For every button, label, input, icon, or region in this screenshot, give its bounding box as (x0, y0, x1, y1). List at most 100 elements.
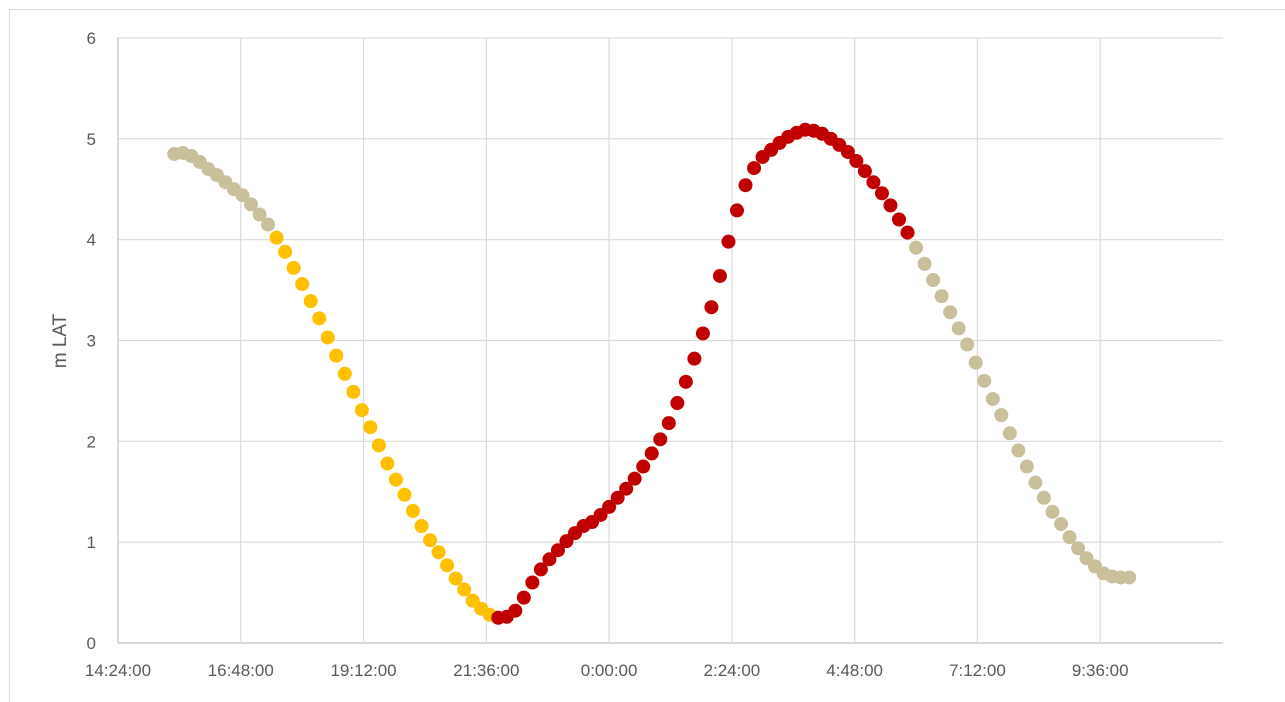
data-point (1028, 475, 1043, 490)
x-tick-label: 19:12:00 (330, 661, 396, 680)
data-point (670, 396, 685, 411)
data-point (866, 175, 881, 190)
data-point (423, 533, 438, 548)
data-point (968, 355, 983, 370)
data-point (1062, 530, 1077, 545)
data-point (397, 487, 412, 502)
data-point (508, 603, 523, 618)
x-tick-label: 9:36:00 (1072, 661, 1129, 680)
data-point (244, 197, 259, 212)
series-2 (269, 230, 497, 622)
y-tick-label: 6 (87, 29, 96, 48)
data-point (917, 256, 932, 271)
data-point (525, 575, 540, 590)
series-3 (491, 122, 915, 625)
data-point (747, 161, 762, 176)
data-point (1002, 426, 1017, 441)
data-points (167, 122, 1137, 625)
data-point (363, 420, 378, 435)
data-point (951, 321, 966, 336)
data-point (636, 459, 651, 474)
data-point (303, 294, 318, 309)
data-point (380, 456, 395, 471)
data-point (371, 438, 386, 453)
data-point (977, 373, 992, 388)
data-point (1011, 443, 1026, 458)
x-tick-label: 21:36:00 (453, 661, 519, 680)
data-point (874, 186, 889, 201)
data-point (295, 277, 310, 292)
data-point (278, 244, 293, 259)
x-tick-label: 4:48:00 (826, 661, 883, 680)
y-tick-label: 2 (87, 432, 96, 451)
data-point (329, 348, 344, 363)
data-point (312, 311, 327, 326)
data-point (695, 326, 710, 341)
data-point (892, 212, 907, 227)
data-point (533, 562, 548, 577)
data-point (388, 472, 403, 487)
data-point (431, 545, 446, 560)
data-point (721, 234, 736, 249)
data-point (602, 499, 617, 514)
data-point (994, 408, 1009, 423)
data-point (1045, 504, 1060, 519)
data-point (900, 225, 915, 240)
data-point (269, 230, 284, 245)
x-tick-labels: 14:24:00 16:48:00 19:12:00 21:36:00 0:00:00 2… (85, 661, 1129, 680)
data-point (1054, 517, 1069, 532)
data-point (235, 188, 250, 203)
data-point (610, 490, 625, 505)
data-point (934, 289, 949, 304)
y-axis-label: m LAT (50, 313, 71, 368)
data-point (943, 305, 958, 320)
data-point (849, 154, 864, 169)
data-point (286, 260, 301, 275)
data-point (337, 366, 352, 381)
data-point (542, 552, 557, 567)
data-point (1019, 459, 1034, 474)
x-tick-label: 16:48:00 (208, 661, 274, 680)
y-tick-label: 3 (87, 332, 96, 351)
y-tick-label: 1 (87, 533, 96, 552)
data-point (406, 503, 421, 518)
data-point (960, 337, 975, 352)
data-point (440, 558, 455, 573)
data-point (1122, 570, 1137, 585)
data-point (414, 519, 429, 534)
data-point (926, 273, 941, 287)
data-point (1036, 490, 1051, 505)
series-4 (909, 240, 1137, 585)
data-point (704, 300, 719, 315)
data-point (857, 164, 872, 179)
data-point (883, 198, 898, 213)
y-tick-label: 0 (87, 634, 96, 653)
data-point (738, 178, 753, 193)
data-point (457, 582, 472, 597)
data-point (550, 543, 565, 558)
x-tick-label: 14:24:00 (85, 661, 151, 680)
data-point (516, 590, 531, 605)
data-point (320, 330, 335, 345)
data-point (448, 571, 463, 586)
data-point (619, 481, 634, 496)
data-point (730, 203, 745, 218)
y-tick-label: 4 (87, 231, 96, 250)
data-point (653, 432, 668, 447)
data-point (661, 416, 676, 431)
chart-area (9, 9, 1285, 702)
x-tick-label: 7:12:00 (949, 661, 1006, 680)
data-point (252, 207, 267, 222)
data-point (346, 384, 361, 399)
x-tick-label: 0:00:00 (581, 661, 638, 680)
data-point (712, 268, 727, 283)
data-point (840, 144, 855, 159)
data-point (687, 351, 702, 366)
series-1 (167, 145, 276, 232)
data-point (644, 446, 659, 461)
data-point (1071, 541, 1086, 556)
y-tick-label: 5 (87, 130, 96, 149)
data-point (261, 217, 276, 232)
data-point (909, 240, 924, 255)
